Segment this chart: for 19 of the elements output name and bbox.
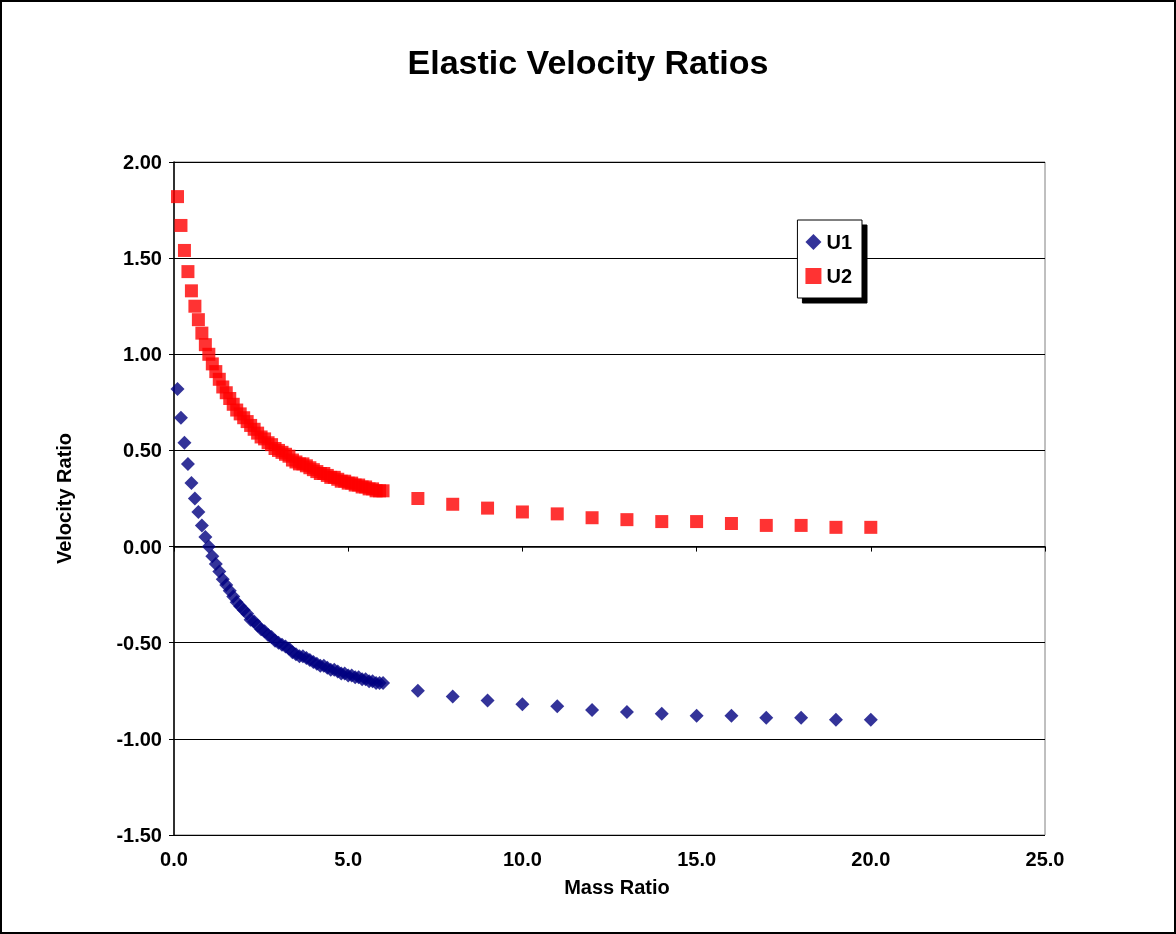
x-tick-label: 25.0 <box>1025 848 1065 870</box>
y-tick-label: 0.50 <box>123 439 162 462</box>
y-tick-label: 1.50 <box>123 247 162 270</box>
legend-label: U1 <box>826 231 853 253</box>
x-axis-title: Mass Ratio <box>564 876 670 898</box>
legend-label: U2 <box>826 265 853 287</box>
y-tick-label: -1.50 <box>116 824 162 846</box>
y-tick-label: 2.00 <box>123 151 162 173</box>
y-tick-label: 0.00 <box>123 535 162 558</box>
y-tick-label: -0.50 <box>116 631 162 654</box>
x-tick-label: 15.0 <box>677 848 717 870</box>
x-tick-label: 20.0 <box>851 848 891 870</box>
y-tick-label: 1.00 <box>123 343 162 366</box>
y-tick-label: -1.00 <box>116 727 162 750</box>
x-tick-label: 10.0 <box>502 848 542 870</box>
y-axis-title: Velocity Ratio <box>53 432 75 565</box>
x-tick-label: 5.0 <box>334 848 363 870</box>
chart-title: Elastic Velocity Ratios <box>407 43 769 81</box>
x-tick-label: 0.0 <box>160 848 188 870</box>
